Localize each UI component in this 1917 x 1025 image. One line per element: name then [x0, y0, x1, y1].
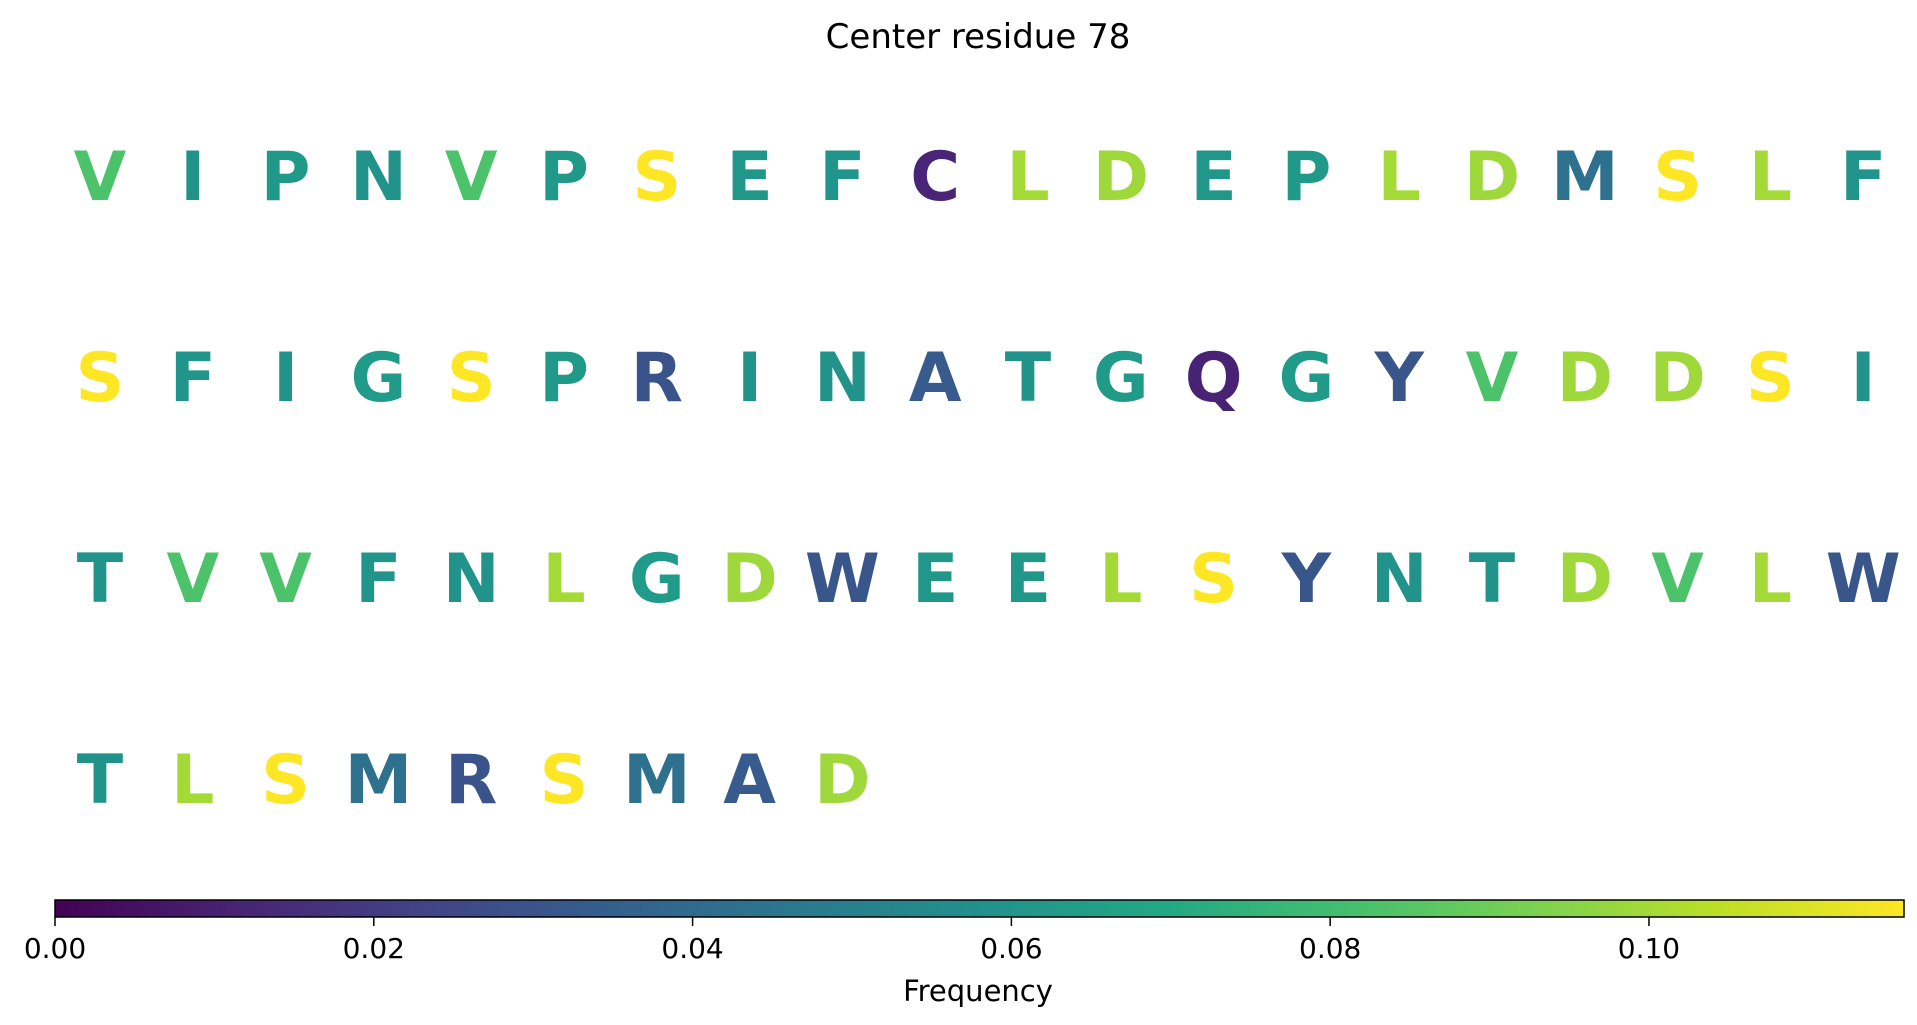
residue-letter: P: [539, 339, 589, 418]
colorbar-tick-label: 0.06: [980, 932, 1042, 965]
residue-letter: T: [77, 540, 124, 619]
residue-letter: S: [261, 741, 310, 820]
residue-letter: V: [166, 540, 219, 619]
residue-letter: Y: [1374, 339, 1425, 418]
residue-grid: V I P N V P S E F C L D E P L D M S L FS F I G S P R I N A T G Q G Y V D D S I…: [74, 138, 1901, 820]
residue-letter: P: [539, 138, 589, 217]
residue-letter: L: [1099, 540, 1142, 619]
colorbar-tick-label: 0.00: [24, 932, 86, 965]
residue-letter: V: [445, 138, 498, 217]
residue-letter: M: [1551, 138, 1619, 217]
residue-letter: W: [805, 540, 880, 619]
residue-letter: G: [350, 339, 406, 418]
residue-letter: P: [261, 138, 311, 217]
residue-letter: T: [1005, 339, 1052, 418]
residue-letter: F: [819, 138, 865, 217]
colorbar-tick-label: 0.10: [1618, 932, 1680, 965]
residue-letter: V: [259, 540, 312, 619]
residue-letter: V: [1466, 339, 1519, 418]
residue-letter: R: [445, 741, 497, 820]
residue-letter: R: [631, 339, 683, 418]
residue-letter: S: [540, 741, 589, 820]
residue-letter: L: [542, 540, 585, 619]
residue-letter: Q: [1185, 339, 1243, 418]
residue-letter: M: [345, 741, 413, 820]
residue-letter: S: [1653, 138, 1702, 217]
residue-letter: S: [1746, 339, 1795, 418]
residue-letter: F: [1840, 138, 1886, 217]
colorbar-tick-label: 0.08: [1299, 932, 1361, 965]
residue-letter: V: [74, 138, 127, 217]
residue-letter: D: [1557, 540, 1613, 619]
residue-letter: L: [1378, 138, 1421, 217]
chart-title: Center residue 78: [826, 17, 1131, 57]
residue-letter: E: [1190, 138, 1236, 217]
residue-letter: N: [350, 138, 407, 217]
residue-letter: F: [170, 339, 216, 418]
residue-letter: D: [1093, 138, 1149, 217]
residue-letter: T: [1469, 540, 1516, 619]
residue-letter: S: [632, 138, 681, 217]
residue-letter: T: [77, 741, 124, 820]
residue-letter: L: [171, 741, 214, 820]
residue-letter: P: [1281, 138, 1331, 217]
colorbar-tick-label: 0.02: [343, 932, 405, 965]
residue-letter: D: [1649, 339, 1705, 418]
residue-letter: G: [629, 540, 685, 619]
residue-letter: S: [76, 339, 125, 418]
residue-letter: S: [447, 339, 496, 418]
residue-letter: N: [814, 339, 871, 418]
residue-letter: S: [1189, 540, 1238, 619]
residue-letter: N: [443, 540, 500, 619]
residue-letter: E: [1005, 540, 1051, 619]
residue-letter: I: [737, 339, 762, 418]
residue-letter: E: [912, 540, 958, 619]
residue-letter: E: [726, 138, 772, 217]
residue-letter: D: [721, 540, 777, 619]
colorbar-tick-label: 0.04: [661, 932, 723, 965]
residue-letter: I: [180, 138, 205, 217]
residue-letter: D: [814, 741, 870, 820]
residue-letter: C: [910, 138, 960, 217]
residue-letter: I: [1851, 339, 1876, 418]
residue-letter: L: [1006, 138, 1049, 217]
residue-letter: N: [1371, 540, 1428, 619]
residue-letter: A: [909, 339, 962, 418]
residue-letter: G: [1278, 339, 1334, 418]
residue-letter: L: [1749, 540, 1792, 619]
residue-letter: V: [1651, 540, 1704, 619]
residue-letter: Y: [1281, 540, 1332, 619]
colorbar-ticks: 0.00 0.02 0.04 0.06 0.08 0.10: [24, 917, 1680, 965]
residue-letter: I: [273, 339, 298, 418]
residue-letter: A: [723, 741, 776, 820]
residue-letter: D: [1464, 138, 1520, 217]
residue-letter: W: [1826, 540, 1901, 619]
residue-letter: L: [1749, 138, 1792, 217]
residue-letter: D: [1557, 339, 1613, 418]
colorbar: [54, 899, 1905, 918]
residue-letter: M: [623, 741, 691, 820]
residue-letter: F: [355, 540, 401, 619]
residue-letter: G: [1093, 339, 1149, 418]
colorbar-label: Frequency: [903, 974, 1053, 1008]
